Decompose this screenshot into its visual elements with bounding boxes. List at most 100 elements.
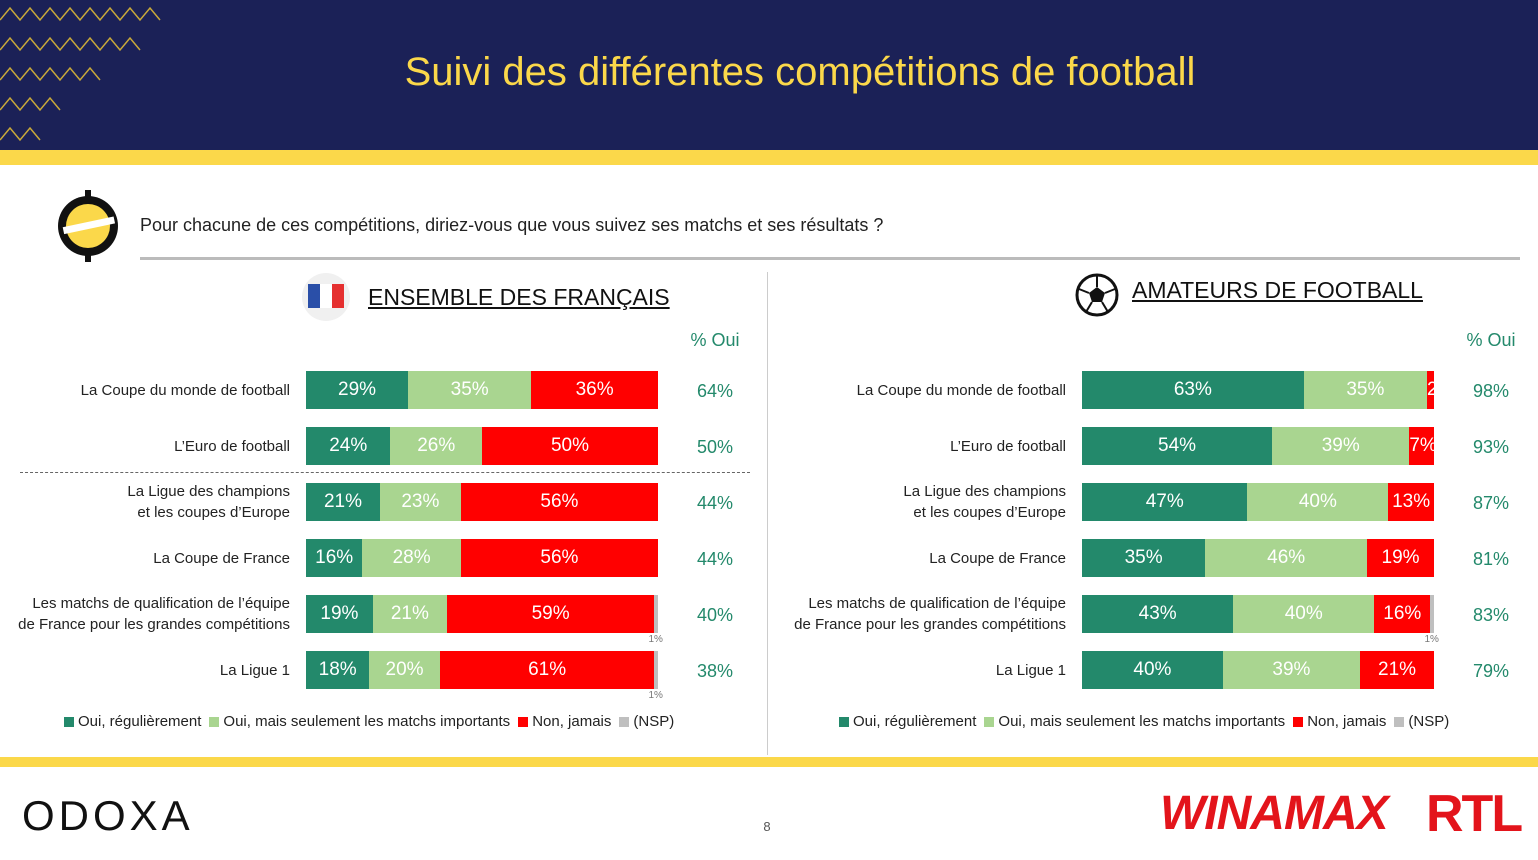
value-label: 7%: [1409, 435, 1437, 456]
value-label: 21%: [1378, 659, 1417, 680]
value-label: 16%: [315, 547, 354, 568]
legend-label: Oui, régulièrement: [853, 713, 977, 730]
footer-strip: [0, 757, 1538, 767]
value-label: 35%: [450, 379, 489, 400]
header-pattern: [0, 6, 161, 142]
bar-segment: [1303, 371, 1427, 409]
legend-swatch: [1394, 716, 1405, 727]
value-label: 43%: [1138, 603, 1177, 624]
value-label: 39%: [1321, 435, 1360, 456]
bar-segment: [1082, 427, 1273, 465]
category-label: La Coupe de France: [929, 549, 1066, 567]
legend-item: (NSP): [619, 713, 674, 730]
page-title: Suivi des différentes compétitions de fo…: [404, 50, 1196, 94]
bar-segment: [439, 651, 655, 689]
oui-header: % Oui: [1466, 330, 1516, 350]
value-label: 2%: [1426, 379, 1455, 400]
legend-label: (NSP): [633, 713, 675, 730]
category-label: La Ligue des champions et les coupes d’E…: [903, 483, 1066, 521]
bar-segment: [1367, 539, 1434, 577]
oui-value: 44%: [696, 549, 734, 569]
value-label: 40%: [1298, 491, 1337, 512]
value-label: 24%: [329, 435, 368, 456]
flag-icon: [302, 273, 350, 321]
value-label: 47%: [1145, 491, 1184, 512]
value-label: 35%: [1346, 379, 1385, 400]
bar-segment: [1082, 595, 1234, 633]
value-label: 19%: [320, 603, 359, 624]
legend-label: Oui, régulièrement: [78, 713, 202, 730]
oui-value: 44%: [696, 493, 734, 513]
ball-icon: [1075, 273, 1119, 317]
legend-swatch: [64, 716, 74, 727]
legend-item: (NSP): [1394, 713, 1449, 730]
value-label: 63%: [1173, 379, 1212, 400]
oui-value: 81%: [1472, 549, 1510, 569]
odoxa-icon: [58, 190, 118, 262]
value-label: 19%: [1381, 547, 1420, 568]
legend-swatch: [984, 716, 995, 727]
divider: [767, 272, 768, 755]
bar-segment: [306, 651, 370, 689]
legend-swatch: [1293, 716, 1304, 727]
oui-value: 40%: [696, 605, 734, 625]
value-label: 59%: [531, 603, 570, 624]
bar-segment: [482, 427, 658, 465]
legend-item: Oui, régulièrement: [64, 713, 201, 730]
brand-logo: ODOXA: [22, 792, 194, 839]
partner-logo: RTL: [1426, 785, 1523, 843]
question: Pour chacune de ces compétitions, diriez…: [140, 215, 884, 235]
value-label: 28%: [392, 547, 431, 568]
value-label: 56%: [540, 547, 579, 568]
category-label: La Ligue 1: [219, 661, 290, 679]
bar-segment: [306, 483, 380, 521]
category-label: La Coupe du monde de football: [856, 381, 1066, 399]
header-strip: [0, 150, 1538, 165]
dashed-separator: [20, 472, 750, 473]
bar-segment: [1082, 651, 1223, 689]
bar-segment: [306, 371, 409, 409]
oui-value: 87%: [1472, 493, 1510, 513]
bar-segment: [446, 595, 655, 633]
legend-item: Non, jamais: [1293, 713, 1386, 730]
category-label: La Coupe de France: [153, 549, 290, 567]
bar-segment: [369, 651, 440, 689]
small-value-label: 1%: [648, 634, 663, 645]
legend-item: Oui, régulièrement: [839, 713, 976, 730]
bar-segment: [531, 371, 658, 409]
value-label: 39%: [1272, 659, 1311, 680]
legend-item: Oui, mais seulement les matchs important…: [984, 713, 1285, 730]
bar-segment: [1222, 651, 1361, 689]
value-label: 16%: [1383, 603, 1422, 624]
value-label: 23%: [401, 491, 440, 512]
separator: [140, 257, 1520, 260]
bar-segment: [1388, 483, 1434, 521]
bar-segment: [1409, 427, 1434, 465]
bar-segment: [1430, 595, 1434, 633]
legend-swatch: [619, 716, 630, 727]
oui-header: % Oui: [690, 330, 740, 350]
category-label: La Coupe du monde de football: [80, 381, 290, 399]
legend-swatch: [518, 716, 529, 727]
small-value-label: 1%: [1424, 634, 1439, 645]
value-label: 35%: [1124, 547, 1163, 568]
partner-logo: WINAMAX: [1160, 787, 1389, 840]
bar-segment: [390, 427, 482, 465]
value-label: 36%: [575, 379, 614, 400]
value-label: 26%: [417, 435, 456, 456]
bar-segment: [460, 539, 658, 577]
chart-title: AMATEURS DE FOOTBALL: [1132, 277, 1423, 303]
oui-value: 98%: [1472, 381, 1510, 401]
small-value-label: 1%: [648, 690, 663, 701]
value-label: 21%: [390, 603, 429, 624]
oui-value: 64%: [696, 381, 734, 401]
bar-segment: [372, 595, 447, 633]
legend-swatch: [839, 716, 849, 727]
value-label: 40%: [1284, 603, 1323, 624]
bar-segment: [460, 483, 658, 521]
bar-segment: [1247, 483, 1389, 521]
value-label: 20%: [385, 659, 424, 680]
value-label: 18%: [318, 659, 357, 680]
category-label: L’Euro de football: [950, 437, 1066, 455]
value-label: 13%: [1392, 491, 1431, 512]
